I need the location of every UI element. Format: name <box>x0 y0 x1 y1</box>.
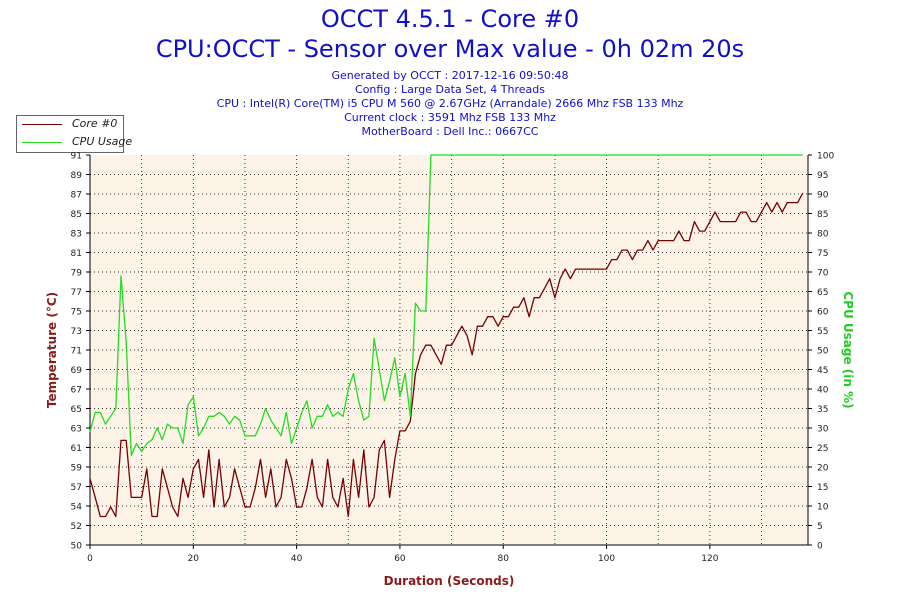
y-left-tick-label: 54 <box>71 503 83 513</box>
chart-legend: Core #0 CPU Usage <box>16 115 132 153</box>
y-left-tick-label: 73 <box>71 327 82 337</box>
y-left-tick-label: 50 <box>71 542 83 552</box>
x-axis-label: Duration (Seconds) <box>384 574 515 588</box>
y-right-tick-label: 70 <box>817 269 829 279</box>
y-left-tick-label: 71 <box>71 347 82 357</box>
y-left-tick-label: 77 <box>71 288 82 298</box>
x-tick-label: 100 <box>598 554 615 564</box>
y-left-tick-label: 65 <box>71 405 82 415</box>
series-line-core <box>89 192 804 518</box>
x-tick-label: 20 <box>188 554 200 564</box>
y-right-tick-label: 30 <box>817 425 829 435</box>
y-left-tick-label: 87 <box>71 191 82 201</box>
legend-label-core: Core #0 <box>72 117 118 130</box>
y-left-tick-label: 85 <box>71 210 82 220</box>
y-left-tick-label: 79 <box>71 269 83 279</box>
y-right-tick-label: 60 <box>817 308 829 318</box>
y-left-tick-label: 75 <box>71 308 82 318</box>
info-generated: Generated by OCCT : 2017-12-16 09:50:48 <box>331 69 569 82</box>
y-right-tick-label: 85 <box>817 210 828 220</box>
y-right-tick-label: 90 <box>817 191 829 201</box>
y-left-tick-label: 83 <box>71 230 82 240</box>
y-right-tick-label: 75 <box>817 249 828 259</box>
y-right-tick-label: 25 <box>817 444 828 454</box>
y-right-tick-label: 55 <box>817 327 828 337</box>
y-left-tick-label: 52 <box>71 522 82 532</box>
chart-subtitle: CPU:OCCT - Sensor over Max value - 0h 02… <box>155 35 745 63</box>
y-right-tick-label: 95 <box>817 171 828 181</box>
chart-title: OCCT 4.5.1 - Core #0 <box>320 5 580 33</box>
legend-swatch-cpu-usage <box>22 142 62 143</box>
x-tick-label: 40 <box>291 554 303 564</box>
y-right-tick-label: 20 <box>817 464 829 474</box>
y-right-tick-label: 5 <box>817 522 823 532</box>
y-right-tick-label: 65 <box>817 288 828 298</box>
y-right-tick-label: 100 <box>817 152 834 162</box>
info-config: Config : Large Data Set, 4 Threads <box>355 83 545 96</box>
legend-item-cpu-usage: CPU Usage <box>17 134 132 151</box>
y-right-tick-label: 40 <box>817 386 829 396</box>
y-left-tick-label: 91 <box>71 152 82 162</box>
y-left-tick-label: 81 <box>71 249 82 259</box>
y-left-tick-label: 89 <box>71 171 83 181</box>
y-left-tick-label: 67 <box>71 386 82 396</box>
y-right-tick-label: 45 <box>817 366 828 376</box>
legend-swatch-core <box>22 124 62 125</box>
y-left-tick-label: 59 <box>71 464 83 474</box>
plot-area <box>90 155 808 545</box>
y-right-tick-label: 15 <box>817 483 828 493</box>
legend-label-cpu-usage: CPU Usage <box>72 135 133 148</box>
y-right-tick-label: 10 <box>817 503 829 513</box>
info-current-clock: Current clock : 3591 Mhz FSB 133 Mhz <box>344 111 556 124</box>
legend-item-core: Core #0 <box>17 116 123 133</box>
y-left-tick-label: 61 <box>71 444 82 454</box>
x-tick-label: 80 <box>498 554 510 564</box>
y-left-tick-label: 57 <box>71 483 82 493</box>
y-left-tick-label: 69 <box>71 366 83 376</box>
x-tick-label: 60 <box>394 554 406 564</box>
y-left-tick-label: 63 <box>71 425 82 435</box>
y-right-tick-label: 50 <box>817 347 829 357</box>
info-cpu: CPU : Intel(R) Core(TM) i5 CPU M 560 @ 2… <box>216 97 684 110</box>
y-left-axis-label: Temperature (°C) <box>45 292 59 408</box>
x-tick-label: 0 <box>87 554 93 564</box>
y-right-axis-label: CPU Usage (in %) <box>841 291 855 408</box>
y-right-tick-label: 80 <box>817 230 829 240</box>
y-right-tick-label: 35 <box>817 405 828 415</box>
series-line-cpu-usage <box>89 154 803 456</box>
info-motherboard: MotherBoard : Dell Inc.: 0667CC <box>361 125 539 138</box>
x-tick-label: 120 <box>701 554 718 564</box>
y-right-tick-label: 0 <box>817 542 823 552</box>
